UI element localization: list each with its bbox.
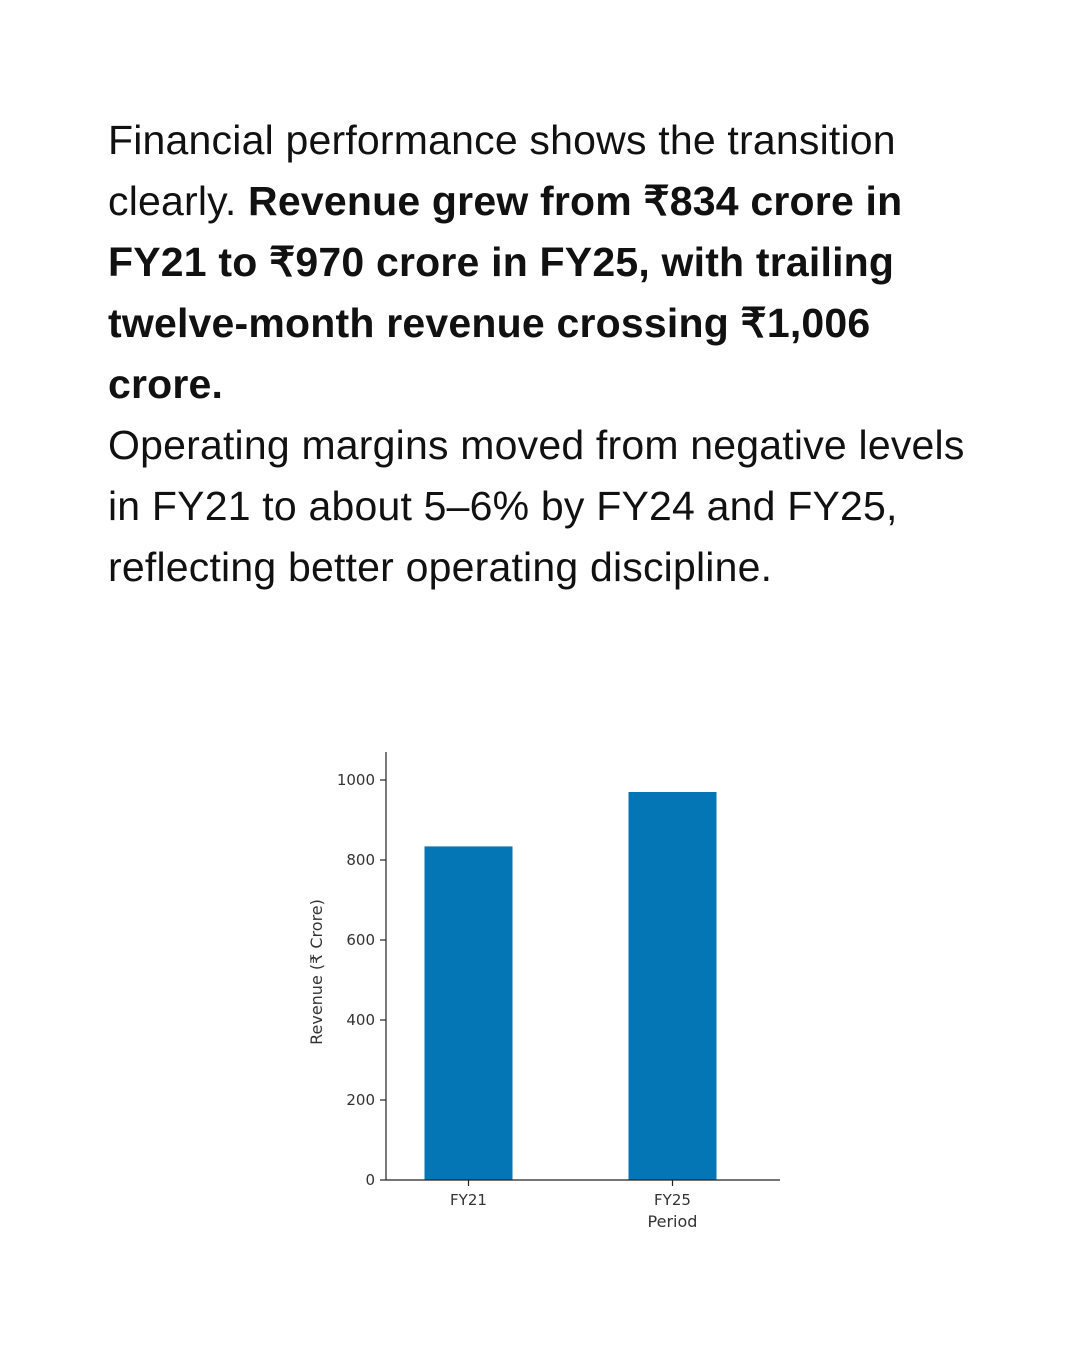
y-tick-label: 0 (365, 1171, 375, 1189)
x-axis-label: Period (648, 1212, 698, 1231)
paragraph-intro: Financial performance shows the transiti… (108, 117, 896, 224)
y-tick-label: 200 (346, 1091, 375, 1109)
y-ticks-group: 0 200 400 600 800 1000 (337, 771, 386, 1189)
bars-group (424, 792, 717, 1180)
bar-fy25 (628, 792, 717, 1180)
x-tick-label-fy21: FY21 (450, 1191, 487, 1209)
x-ticks-group: FY21 FY25 (450, 1180, 691, 1209)
bar-fy21 (424, 846, 513, 1180)
paragraph-margins: Operating margins moved from negative le… (108, 422, 965, 590)
y-tick-label: 400 (346, 1011, 375, 1029)
y-tick-label: 1000 (337, 771, 375, 789)
y-tick-label: 600 (346, 931, 375, 949)
paragraph-highlight: Revenue grew from ₹834 crore in FY21 to … (108, 178, 903, 407)
paragraph-revenue: Financial performance shows the transiti… (108, 110, 988, 415)
y-tick-label: 800 (346, 851, 375, 869)
x-tick-label-fy25: FY25 (654, 1191, 691, 1209)
article-text: Financial performance shows the transiti… (108, 110, 988, 598)
y-axis-label: Revenue (₹ Crore) (307, 899, 326, 1045)
